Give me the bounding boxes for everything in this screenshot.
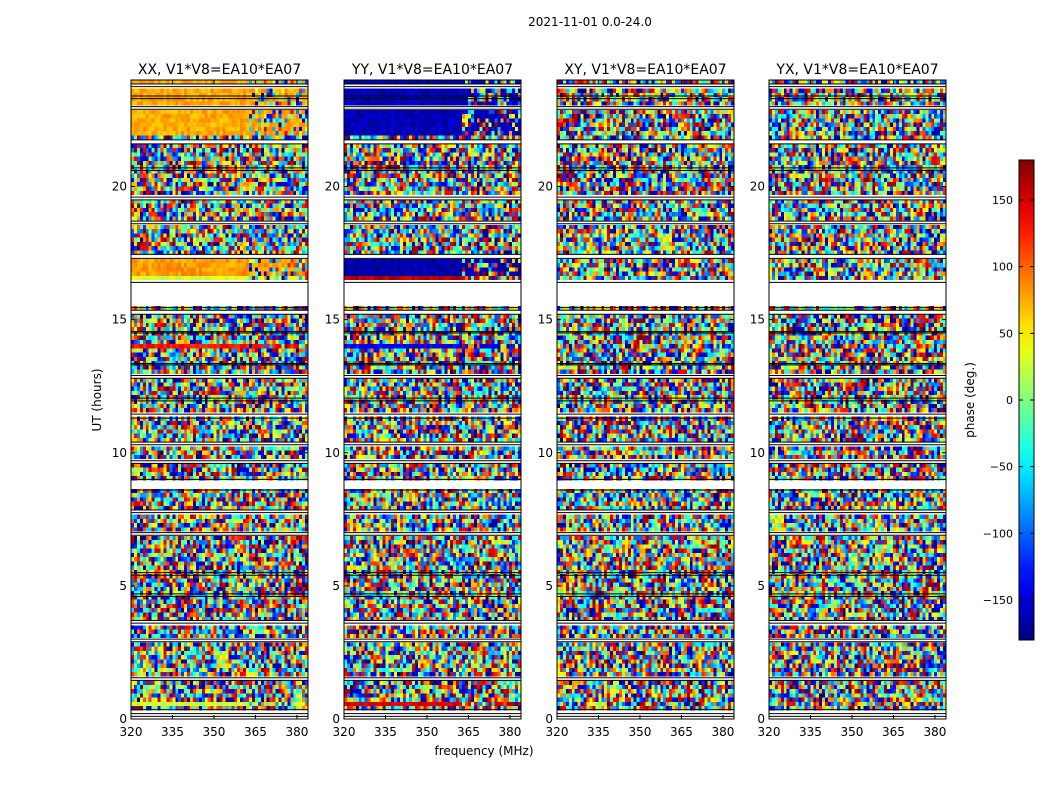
heatmap-image	[344, 80, 521, 719]
colorbar-tick-label: −150	[983, 594, 1013, 607]
y-tick-label: 15	[325, 313, 340, 327]
y-tick-label: 5	[119, 579, 127, 593]
x-tick-label: 335	[799, 725, 822, 739]
panel-4: YX, V1*V8=EA10*EA07 0 5 10 15 20 320 335 350 365 3…	[750, 62, 947, 739]
heatmap-image	[769, 80, 946, 719]
x-tick-label: 380	[711, 725, 734, 739]
x-tick-label: 380	[498, 725, 521, 739]
y-tick-label: 20	[325, 180, 340, 194]
panels: XX, V1*V8=EA10*EA07 0 5 10 15 20 320 335 350 365 3…	[112, 62, 947, 739]
x-tick-label: 350	[203, 725, 226, 739]
x-tick-label: 320	[120, 725, 143, 739]
y-tick-label: 15	[750, 313, 765, 327]
x-tick-label: 365	[457, 725, 480, 739]
y-tick-label: 5	[757, 579, 765, 593]
x-tick-label: 350	[629, 725, 652, 739]
panel-2: YY, V1*V8=EA10*EA07 0 5 10 15 20 320 335 350 365 3…	[325, 62, 522, 739]
y-tick-label: 20	[538, 180, 553, 194]
panel-1: XX, V1*V8=EA10*EA07 0 5 10 15 20 320 335 350 365 3…	[112, 62, 309, 739]
y-tick-label: 0	[332, 712, 340, 726]
y-tick-label: 10	[325, 446, 340, 460]
colorbar-tick-label: −100	[983, 527, 1013, 540]
panel-title: XY, V1*V8=EA10*EA07	[564, 62, 726, 78]
x-tick-label: 365	[244, 725, 267, 739]
y-tick-label: 5	[332, 579, 340, 593]
y-tick-label: 0	[757, 712, 765, 726]
y-axis-label: UT (hours)	[90, 368, 104, 431]
panel-frame	[130, 79, 309, 720]
x-tick-label: 320	[546, 725, 569, 739]
panel-title: YY, V1*V8=EA10*EA07	[351, 62, 513, 78]
y-tick-label: 5	[545, 579, 553, 593]
x-tick-label: 380	[285, 725, 308, 739]
x-tick-label: 320	[758, 725, 781, 739]
y-tick-label: 20	[112, 180, 127, 194]
x-tick-label: 350	[416, 725, 439, 739]
x-tick-label: 335	[374, 725, 397, 739]
y-tick-label: 10	[750, 446, 765, 460]
y-tick-label: 0	[545, 712, 553, 726]
y-tick-label: 10	[538, 446, 553, 460]
colorbar-tick-label: 100	[992, 261, 1013, 274]
y-tick-label: 10	[112, 446, 127, 460]
colorbar: −150 −100 −50 0 50 100 150	[983, 159, 1035, 641]
y-tick-label: 15	[538, 313, 553, 327]
colorbar-tick-label: 0	[1006, 394, 1013, 407]
heatmap-image	[131, 80, 308, 719]
x-tick-label: 320	[333, 725, 356, 739]
x-tick-label: 335	[161, 725, 184, 739]
heatmap-image	[557, 80, 734, 719]
panel-title: YX, V1*V8=EA10*EA07	[775, 62, 938, 78]
colorbar-tick-label: −50	[990, 461, 1013, 474]
colorbar-tick-label: 150	[992, 194, 1013, 207]
suptitle: 2021-11-01 0.0-24.0	[528, 15, 652, 29]
colorbar-label: phase (deg.)	[963, 362, 977, 438]
y-tick-label: 15	[112, 313, 127, 327]
x-tick-label: 350	[841, 725, 864, 739]
x-tick-label: 335	[587, 725, 610, 739]
y-tick-label: 20	[750, 180, 765, 194]
panel-frame	[556, 79, 735, 720]
panel-title: XX, V1*V8=EA10*EA07	[138, 62, 301, 78]
panel-frame	[343, 79, 522, 720]
x-tick-label: 365	[670, 725, 693, 739]
y-tick-label: 0	[119, 712, 127, 726]
colorbar-tick-label: 50	[999, 327, 1013, 340]
x-axis-label: frequency (MHz)	[434, 744, 533, 758]
panel-frame	[768, 79, 947, 720]
x-tick-label: 365	[882, 725, 905, 739]
panel-3: XY, V1*V8=EA10*EA07 0 5 10 15 20 320 335 350 365 3…	[538, 62, 735, 739]
x-tick-label: 380	[923, 725, 946, 739]
